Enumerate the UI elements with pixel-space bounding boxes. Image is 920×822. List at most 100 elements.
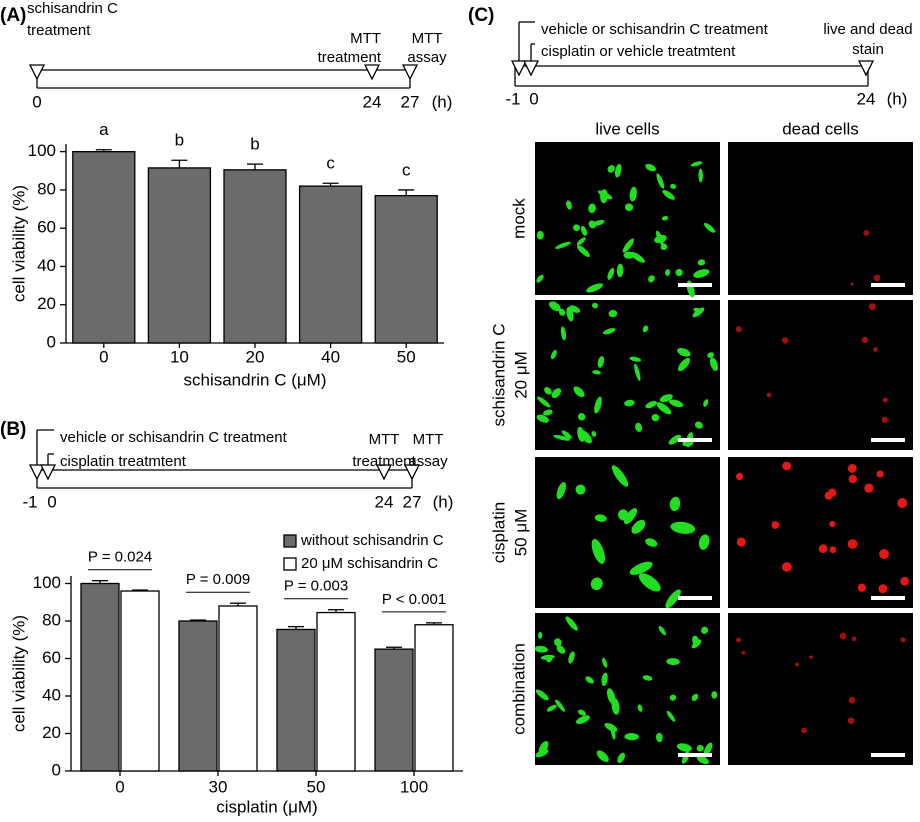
y-tick-label: 60 bbox=[37, 218, 56, 237]
cell bbox=[546, 704, 557, 712]
x-tick-label: 40 bbox=[321, 347, 340, 366]
cell bbox=[577, 709, 587, 716]
cell bbox=[872, 347, 878, 352]
time-unit: (h) bbox=[433, 492, 454, 511]
cell bbox=[897, 497, 908, 508]
cell bbox=[588, 220, 597, 229]
cell bbox=[616, 263, 624, 278]
cell bbox=[668, 434, 682, 445]
micrograph bbox=[535, 613, 720, 765]
cell bbox=[624, 733, 639, 741]
cell bbox=[608, 309, 618, 318]
legend-label: without schisandrin C bbox=[300, 532, 444, 549]
cell bbox=[536, 230, 544, 240]
time-tick-label: 0 bbox=[47, 492, 56, 511]
cell bbox=[661, 215, 669, 221]
time-tick-label: 24 bbox=[857, 89, 876, 108]
cell bbox=[736, 537, 746, 547]
time-unit: (h) bbox=[887, 89, 908, 108]
scale-bar bbox=[871, 596, 905, 600]
cell bbox=[637, 704, 643, 712]
cell bbox=[630, 251, 645, 263]
cell bbox=[592, 370, 601, 375]
x-tick-label: 0 bbox=[115, 777, 124, 796]
y-tick-label: 40 bbox=[37, 256, 56, 275]
cell bbox=[629, 186, 637, 202]
bar bbox=[414, 624, 454, 772]
micrograph bbox=[535, 142, 720, 295]
cell bbox=[665, 589, 681, 609]
cell bbox=[568, 651, 575, 664]
p-value: P = 0.009 bbox=[186, 571, 250, 588]
cell bbox=[709, 357, 718, 371]
time-tick-label: 0 bbox=[32, 92, 41, 111]
time-tick-label: 24 bbox=[375, 492, 394, 511]
event-label: MTT bbox=[350, 30, 381, 47]
x-axis-label: cisplatin (μM) bbox=[216, 797, 317, 816]
cell bbox=[881, 416, 888, 423]
cell bbox=[666, 710, 676, 722]
cell bbox=[534, 645, 548, 653]
x-tick-label: 50 bbox=[307, 777, 326, 796]
time-tick-label: -1 bbox=[22, 492, 37, 511]
cell bbox=[624, 399, 635, 407]
event-label: schisandrin C bbox=[27, 0, 118, 17]
cell bbox=[879, 549, 889, 560]
cell bbox=[839, 632, 847, 640]
cell bbox=[551, 388, 562, 399]
bar bbox=[120, 590, 160, 772]
bar bbox=[72, 151, 136, 344]
cell bbox=[692, 307, 705, 318]
cell bbox=[669, 496, 681, 512]
cell bbox=[591, 538, 606, 564]
cell bbox=[638, 573, 661, 592]
legend-swatch bbox=[283, 534, 297, 548]
row-label: cisplatin bbox=[489, 502, 508, 563]
cell bbox=[537, 396, 551, 408]
cell bbox=[573, 386, 585, 398]
bar bbox=[218, 605, 258, 772]
time-unit: (h) bbox=[432, 92, 453, 111]
cell bbox=[694, 421, 703, 429]
cell bbox=[690, 161, 703, 167]
scale-bar bbox=[678, 438, 712, 442]
bar bbox=[147, 167, 212, 344]
scale-bar bbox=[678, 283, 712, 287]
cell bbox=[577, 245, 590, 258]
cell bbox=[654, 234, 667, 244]
cell bbox=[624, 203, 634, 212]
event-label: cisplatin treatmtent bbox=[60, 453, 187, 470]
column-header: dead cells bbox=[782, 119, 859, 138]
cell bbox=[677, 347, 691, 357]
x-axis-label: schisandrin C (μM) bbox=[184, 370, 327, 389]
cell bbox=[703, 222, 716, 233]
cell bbox=[863, 230, 870, 236]
panel-label: (B) bbox=[0, 419, 26, 440]
cell bbox=[617, 752, 626, 764]
cell bbox=[610, 723, 616, 740]
cell bbox=[606, 688, 616, 705]
cell bbox=[882, 397, 888, 403]
bar bbox=[276, 628, 316, 772]
cell bbox=[847, 464, 857, 473]
cell bbox=[614, 163, 622, 178]
bar bbox=[178, 620, 218, 772]
y-tick-label: 100 bbox=[28, 141, 56, 160]
cell bbox=[575, 484, 586, 495]
cell bbox=[561, 430, 572, 439]
cell bbox=[696, 744, 704, 752]
bar bbox=[374, 195, 438, 344]
scale-bar bbox=[678, 753, 712, 757]
event-label: assay bbox=[407, 49, 447, 66]
significance-label: c bbox=[402, 160, 411, 179]
cell bbox=[665, 269, 671, 276]
cell bbox=[591, 430, 597, 437]
scale-bar bbox=[871, 753, 905, 757]
cell bbox=[577, 413, 586, 421]
event-label: live and dead bbox=[823, 21, 912, 38]
y-tick-label: 100 bbox=[33, 573, 61, 592]
time-tick-label: 24 bbox=[363, 92, 382, 111]
cell bbox=[624, 508, 638, 525]
event-marker bbox=[403, 464, 421, 481]
